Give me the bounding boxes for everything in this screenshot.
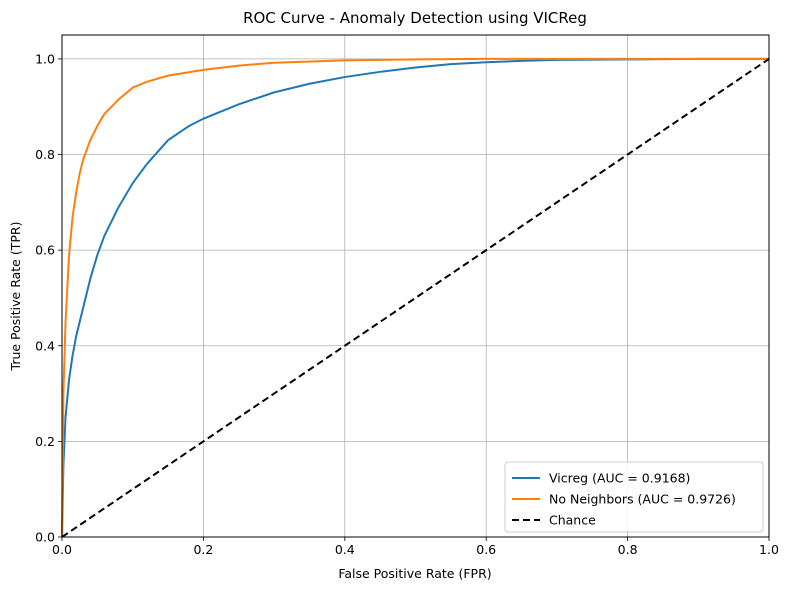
- x-tick-label: 1.0: [759, 542, 779, 557]
- legend-label-2: No Neighbors (AUC = 0.9726): [549, 492, 736, 507]
- y-axis-ticks: 0.0 0.2 0.4 0.6 0.8 1.0: [35, 51, 62, 545]
- series-layer: [61, 57, 770, 538]
- series-line-2: [61, 57, 769, 538]
- x-axis-ticks: 0.0 0.2 0.4 0.6 0.8 1.0: [52, 537, 779, 557]
- plot-frame: [61, 34, 770, 538]
- x-tick-label: 0.0: [52, 542, 72, 557]
- x-tick-label: 0.6: [476, 542, 496, 557]
- y-tick-label: 0.8: [35, 147, 55, 162]
- x-axis-label: False Positive Rate (FPR): [338, 566, 491, 581]
- x-tick-label: 0.2: [193, 542, 213, 557]
- legend-label-3: Chance: [549, 513, 596, 528]
- legend: Vicreg (AUC = 0.9168) No Neighbors (AUC =…: [504, 461, 764, 533]
- y-tick-label: 0.2: [35, 434, 55, 449]
- y-axis-label: True Positive Rate (TPR): [8, 222, 23, 372]
- x-tick-label: 0.8: [618, 542, 638, 557]
- y-tick-label: 0.4: [35, 338, 55, 353]
- legend-box: [504, 461, 764, 533]
- legend-label-1: Vicreg (AUC = 0.9168): [549, 471, 690, 486]
- x-tick-label: 0.4: [335, 542, 355, 557]
- y-tick-label: 0.6: [35, 243, 55, 258]
- chart-title: ROC Curve - Anomaly Detection using VICR…: [243, 9, 587, 27]
- series-line-1: [61, 57, 769, 538]
- y-tick-label: 0.0: [35, 530, 55, 545]
- y-tick-label: 1.0: [35, 51, 55, 66]
